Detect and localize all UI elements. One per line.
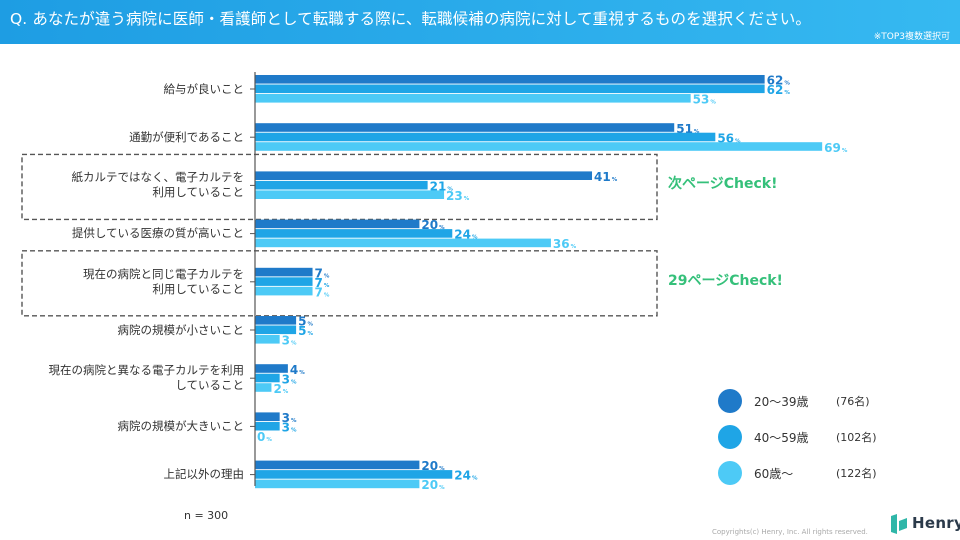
category-label-line: 給与が良いこと (163, 81, 245, 96)
category-label: 通勤が便利であること (4, 130, 244, 145)
bar-3-3 (255, 190, 445, 199)
bar-4-3 (255, 238, 551, 248)
value-label-9-3: 20% (421, 478, 445, 492)
legend-item-2: 40〜59歳 (102名) (718, 425, 898, 449)
callout-1: 次ページCheck! (668, 176, 778, 193)
category-label-line: 紙カルテではなく、電子カルテを (71, 170, 245, 185)
brand-logo: Henry (890, 513, 960, 535)
brand-name: Henry (912, 514, 960, 532)
bar-3-1 (255, 171, 593, 180)
category-label: 現在の病院と同じ電子カルテを 利用していること (4, 267, 244, 297)
category-label-line: 提供している医療の質が高いこと (71, 226, 244, 241)
category-label-line: 利用していること (152, 185, 244, 200)
bar-1-1 (255, 75, 765, 84)
legend-item-3: 60歳〜 (122名) (718, 461, 898, 485)
value-label-4-3: 36% (553, 237, 577, 251)
category-label-line: 現在の病院と異なる電子カルテを利用 (48, 363, 245, 378)
selection-note: ※TOP3複数選択可 (873, 32, 950, 42)
bar-2-1 (255, 123, 675, 132)
bar-5-1 (255, 267, 313, 277)
value-label-6-3: 3% (282, 334, 297, 348)
header-bar: Q. あなたが違う病院に医師・看護師として転職する際に、転職候補の病院に対して重… (0, 0, 960, 44)
bar-9-2 (255, 470, 453, 479)
category-label-line: していること (175, 378, 244, 393)
legend-swatch (718, 389, 742, 413)
callout-2: 29ページCheck! (668, 272, 783, 289)
bar-9-3 (255, 479, 420, 489)
value-label-3-1: 41% (594, 170, 618, 184)
category-label-line: 現在の病院と同じ電子カルテを (83, 266, 244, 281)
henry-logo-icon (891, 514, 907, 534)
category-label-line: 病院の規模が大きいこと (117, 418, 245, 433)
bar-4-1 (255, 219, 420, 229)
bar-2-3 (255, 142, 823, 151)
category-label: 上記以外の理由 (4, 467, 245, 482)
legend-swatch (718, 425, 742, 449)
category-label: 病院の規模が小さいこと (4, 322, 245, 338)
bar-9-1 (255, 460, 420, 470)
bar-8-1 (255, 412, 280, 421)
value-label-1-3: 53% (693, 93, 717, 107)
legend-series-name: 40〜59歳 (754, 431, 809, 445)
legend-series-count: (122名) (836, 467, 877, 480)
bar-2-2 (255, 132, 716, 142)
category-label: 病院の規模が大きいこと (4, 418, 245, 434)
category-label: 紙カルテではなく、電子カルテを 利用していること (4, 170, 245, 200)
legend-series-count: (76名) (836, 395, 870, 408)
bar-5-2 (255, 277, 313, 286)
bar-7-3 (255, 383, 272, 392)
bar-3-2 (255, 180, 428, 190)
category-label: 提供している医療の質が高いこと (4, 226, 244, 241)
bar-1-3 (255, 94, 691, 103)
bar-6-2 (255, 325, 297, 335)
value-label-9-2: 24% (454, 469, 478, 483)
legend-swatch (718, 461, 742, 485)
bar-8-2 (255, 421, 280, 431)
value-label-2-3: 69% (824, 141, 848, 155)
bar-6-1 (255, 316, 297, 325)
highlight-box-1 (21, 153, 658, 221)
category-label: 給与が良いこと (4, 81, 245, 97)
category-label-line: 病院の規模が小さいこと (117, 322, 245, 337)
bar-5-3 (255, 286, 313, 296)
bar-7-1 (255, 364, 288, 373)
category-label-line: 通勤が便利であること (129, 129, 244, 144)
category-label-line: 利用していること (152, 281, 244, 296)
bar-7-2 (255, 373, 280, 383)
value-label-3-3: 23% (446, 189, 470, 203)
copyright-text: Copyrights(c) Henry, Inc. All rights res… (712, 528, 868, 536)
bar-6-3 (255, 335, 280, 344)
question-title: Q. あなたが違う病院に医師・看護師として転職する際に、転職候補の病院に対して重… (10, 10, 811, 28)
category-label: 現在の病院と異なる電子カルテを利用 していること (4, 363, 245, 393)
bar-1-2 (255, 84, 765, 94)
legend-series-name: 20〜39歳 (754, 395, 809, 409)
legend-series-name: 60歳〜 (754, 467, 794, 481)
category-label-line: 上記以外の理由 (163, 467, 245, 482)
legend-item-1: 20〜39歳 (76名) (718, 389, 898, 413)
value-label-7-1: 4% (290, 363, 305, 377)
legend-series-count: (102名) (836, 431, 877, 444)
sample-size-note: n = 300 (184, 509, 229, 522)
bar-4-2 (255, 229, 453, 238)
highlight-box-2 (21, 250, 658, 317)
value-label-8-3: 0% (257, 430, 272, 444)
